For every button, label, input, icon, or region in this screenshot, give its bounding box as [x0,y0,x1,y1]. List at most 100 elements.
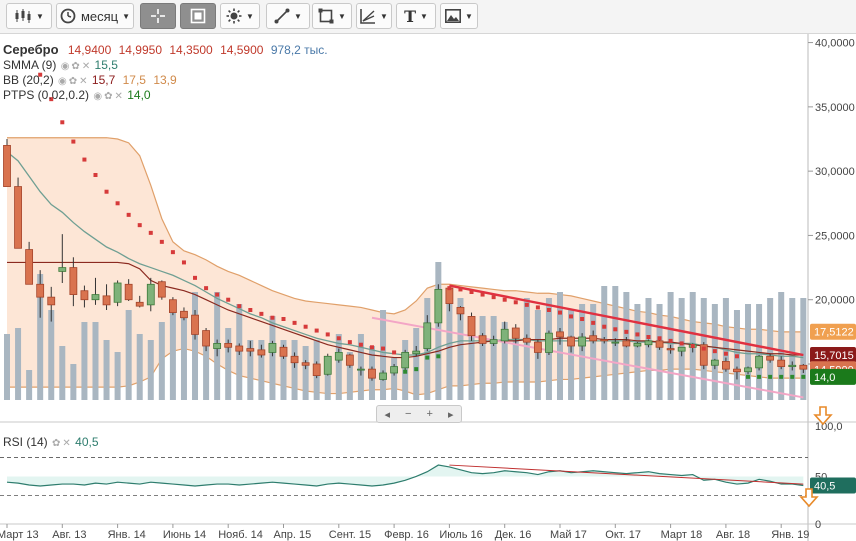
candle-body [434,289,443,324]
volume-bar [81,322,88,400]
close-icon[interactable]: ✕ [62,438,71,449]
volume-bar [335,334,342,400]
frame-icon [190,8,206,24]
rsi-label[interactable]: RSI (14) [3,435,48,449]
candle-body [357,368,365,371]
sar-dot [193,275,198,280]
bb-mid-value: 15,7 [91,73,116,87]
zoom-out-icon[interactable]: − [405,408,412,420]
candle [180,307,188,321]
rsi-tag-label: 40,5 [814,481,835,493]
candle-body [312,363,321,376]
candle-body [14,186,22,249]
close-icon[interactable]: ✕ [81,61,91,72]
sar-dot [602,324,607,329]
candle [323,353,332,376]
sar-dot [646,335,651,339]
candle [301,360,310,370]
candle-body [556,331,564,338]
price-tag-label: 14,0 [814,372,835,384]
rsi-value: 40,5 [75,435,99,449]
scroll-right-icon[interactable]: ▸ [447,408,454,421]
clock-icon [60,8,76,24]
candle-type-button[interactable]: ▼ [6,3,52,29]
candle-body [677,346,686,352]
x-tick-label: Авг. 13 [52,529,86,541]
line-tool-icon [274,8,290,24]
sar-dot [480,292,485,297]
text-tool-button[interactable]: T ▼ [396,3,436,29]
candle [699,342,708,370]
indicators-button[interactable]: ▼ [220,3,260,29]
gear-icon[interactable]: ✿ [68,76,78,87]
volume-bar [501,322,508,400]
eye-icon[interactable]: ◉ [60,61,70,72]
candle [69,257,78,307]
candle [357,366,365,376]
candle-body [777,359,786,367]
candle-body [622,340,631,347]
sar-dot [425,355,430,360]
candle-body [146,283,155,306]
shape-tool-button[interactable]: ▼ [312,3,352,29]
volume-bar [70,364,77,400]
eye-icon[interactable]: ◉ [58,76,67,87]
volume-bar [579,304,586,400]
sar-dot [524,302,529,307]
candle-body [401,352,410,369]
candle-body [268,343,277,353]
close-icon[interactable]: ✕ [114,91,123,102]
rsi-tag: 40,5 [810,477,856,494]
period-button[interactable]: месяц ▼ [56,3,134,29]
image-button[interactable]: ▼ [440,3,478,29]
sar-dot [314,328,319,333]
candle [312,361,321,379]
eye-icon[interactable]: ◉ [93,91,103,102]
volume-bar [512,334,519,400]
sar-dot [137,223,142,228]
chart-frame-button[interactable] [180,3,216,29]
candle [677,346,686,357]
sar-dot [325,332,330,337]
sar-dot [369,345,374,350]
gear-icon[interactable]: ✿ [71,61,80,72]
gear-icon[interactable]: ✿ [52,438,61,449]
sar-dot [768,374,773,379]
gear-icon[interactable]: ✿ [104,91,113,102]
candle-body [334,352,343,361]
sar-dot [734,354,739,359]
rsi-panel [0,457,808,496]
instrument-name: Серебро [3,42,59,57]
sar-dot [60,120,65,125]
candle [157,280,166,300]
line-tool-button[interactable]: ▼ [266,3,310,29]
candle-body [699,344,708,366]
scroll-left-icon[interactable]: ◂ [384,408,391,421]
candle-body [511,327,520,339]
candle [522,334,531,345]
candle-body [478,335,487,344]
ptps-label[interactable]: PTPS (0.02,0.2) [3,88,90,102]
volume-bar [490,316,497,400]
candle [710,358,719,370]
volume-bar [59,346,66,400]
candle-body [489,339,498,344]
candle [633,342,642,348]
price-tag-bg [810,323,856,340]
smma-label[interactable]: SMMA (9) [3,58,57,72]
price-chart[interactable]: 15,000020,000025,000030,000035,000040,00… [0,34,856,541]
candle-body [69,267,78,295]
zoom-in-icon[interactable]: + [426,408,433,420]
candle-body [379,372,387,380]
candle-body [655,340,664,348]
close-icon[interactable]: ✕ [79,76,88,87]
volume-bar [380,310,387,400]
fibonacci-tool-button[interactable]: ▼ [356,3,392,29]
x-tick-label: Нояб. 14 [218,529,263,541]
crosshair-button[interactable] [140,3,176,29]
candle-body [113,282,122,303]
bb-label[interactable]: BB (20,2) [3,73,54,87]
sar-dot [226,297,231,302]
candle-body [301,362,310,366]
